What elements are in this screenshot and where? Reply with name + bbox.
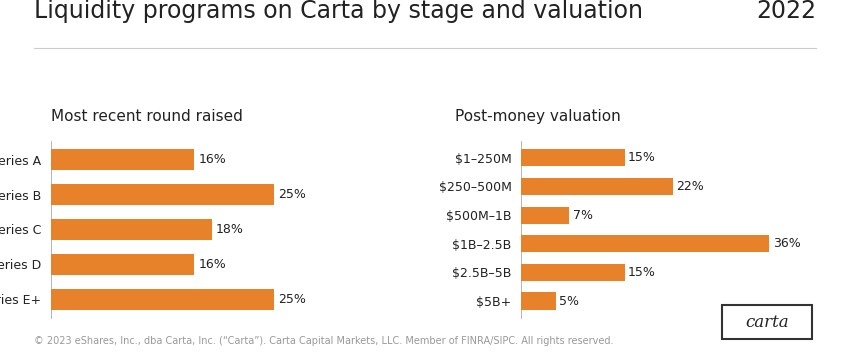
Bar [521, 149, 625, 166]
Text: 2022: 2022 [756, 0, 816, 23]
FancyBboxPatch shape [722, 305, 812, 339]
Text: 36%: 36% [773, 237, 801, 250]
Text: 15%: 15% [628, 266, 656, 279]
Text: 18%: 18% [216, 223, 244, 236]
Text: 25%: 25% [279, 188, 306, 201]
Bar [51, 184, 274, 205]
Text: carta: carta [745, 313, 789, 331]
Text: 15%: 15% [628, 151, 656, 164]
Text: © 2023 eShares, Inc., dba Carta, Inc. (“Carta”). Carta Capital Markets, LLC. Mem: © 2023 eShares, Inc., dba Carta, Inc. (“… [34, 336, 614, 346]
Bar [521, 178, 673, 195]
Text: 16%: 16% [198, 153, 226, 166]
Text: 25%: 25% [279, 293, 306, 306]
Bar [51, 219, 212, 240]
Text: 7%: 7% [573, 209, 592, 222]
Bar [521, 235, 769, 252]
Bar [51, 254, 194, 275]
Bar [521, 293, 556, 310]
Text: 22%: 22% [677, 180, 704, 193]
Bar [521, 264, 625, 281]
Text: 16%: 16% [198, 258, 226, 271]
Text: Most recent round raised: Most recent round raised [51, 109, 243, 124]
Bar [51, 289, 274, 310]
Bar [51, 149, 194, 170]
Text: Liquidity programs on Carta by stage and valuation: Liquidity programs on Carta by stage and… [34, 0, 643, 23]
Bar [521, 207, 570, 224]
Text: Post-money valuation: Post-money valuation [455, 109, 620, 124]
Text: 5%: 5% [559, 295, 579, 307]
